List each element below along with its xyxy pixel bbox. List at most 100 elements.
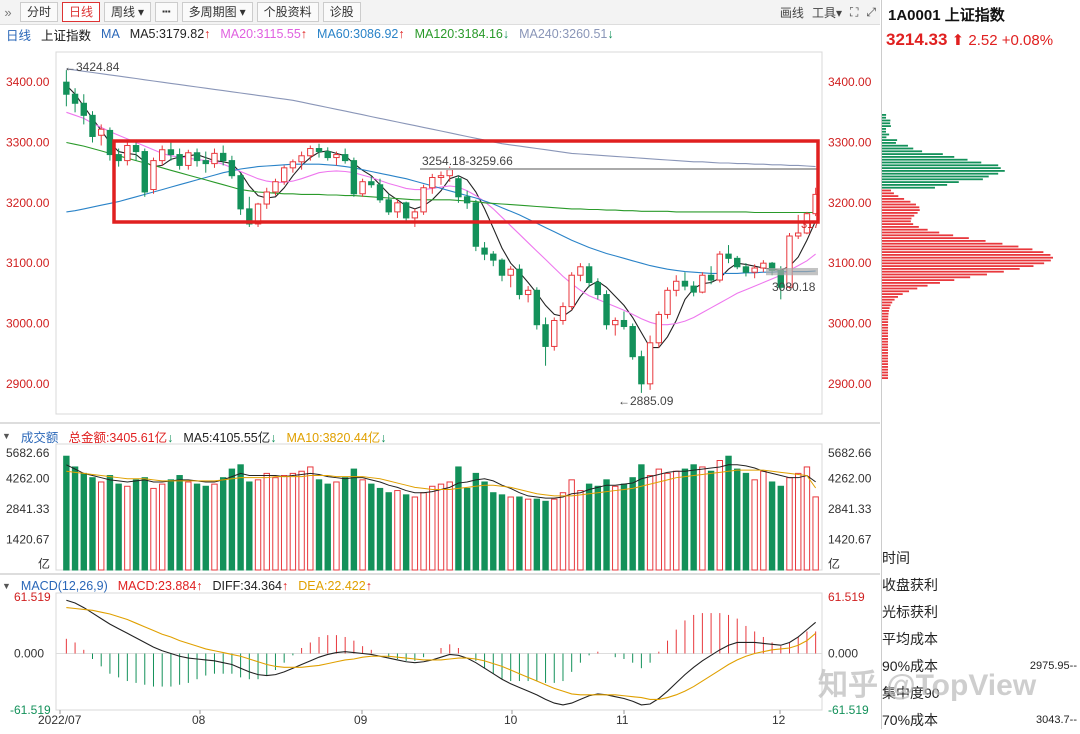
volume-bar <box>125 486 130 570</box>
volume-bar <box>116 484 121 570</box>
collapse-triangle-icon[interactable]: ▼ <box>2 581 11 591</box>
chip-bar <box>882 310 889 312</box>
volume-bar <box>717 461 722 570</box>
kline-chart[interactable]: 3400.00 3400.00 3300.00 3300.00 3200.00 3200.… <box>0 0 880 729</box>
volume-bar <box>682 469 687 570</box>
candles <box>64 70 819 393</box>
chip-bar <box>882 332 888 334</box>
fullscreen-icon[interactable]: ⛶ <box>850 5 858 20</box>
collapse-triangle-icon[interactable]: ▼ <box>2 431 11 441</box>
chip-bar <box>882 282 940 284</box>
chip-bar <box>882 220 911 222</box>
candle-body <box>552 320 557 346</box>
candle-body <box>325 152 330 158</box>
chip-bar <box>882 316 888 318</box>
candle-body <box>674 281 679 290</box>
candle-body <box>421 188 426 212</box>
candle-body <box>360 182 365 194</box>
panel-frame <box>56 52 822 414</box>
multi-period-button[interactable]: 多周期图 ▾ <box>182 2 253 22</box>
candle-body <box>543 325 548 347</box>
candle-body <box>351 161 356 194</box>
candle-body <box>281 168 286 182</box>
chip-bar <box>882 296 898 298</box>
annotations: ←3424.843254.18-3259.663080.18←2885.0931… <box>64 60 819 408</box>
candle-body <box>316 149 321 152</box>
volume-bar <box>90 478 95 570</box>
candle-body <box>308 149 313 156</box>
volume-ma5: MA5:4105.55亿↓ <box>183 427 276 446</box>
candle-body <box>177 155 182 166</box>
chip-bar <box>882 344 888 346</box>
expand-icon[interactable]: ⤢ <box>866 5 876 20</box>
candle-body <box>473 203 478 246</box>
ma5-value: MA5:3179.82↑ <box>130 27 211 41</box>
chip-bar <box>882 377 888 379</box>
chip-distribution <box>882 110 1080 410</box>
security-code: 1A0001 <box>888 7 941 24</box>
volume-bar <box>412 497 417 570</box>
ma-label[interactable]: MA <box>101 27 120 41</box>
volume-bar <box>578 491 583 570</box>
panel-frame <box>56 444 822 570</box>
price-tick-label: 2900.00 <box>6 377 50 391</box>
more-button[interactable]: ▪▪▪ <box>155 2 178 22</box>
macd-tick-label: 0.000 <box>828 647 858 661</box>
low-label: ←2885.09 <box>618 394 674 408</box>
candle-body <box>752 268 757 272</box>
chip-bar <box>882 349 888 351</box>
chip-bar <box>882 338 888 340</box>
candle-body <box>159 150 164 161</box>
up-arrow-icon: ↑ <box>301 27 307 41</box>
volume-bar <box>299 471 304 570</box>
volume-bar <box>168 480 173 570</box>
volume-bar <box>813 497 818 570</box>
chip-bar <box>882 341 888 343</box>
chip-bar <box>882 192 894 194</box>
stat-value: 3043.7-- <box>1036 707 1080 734</box>
volume-bar <box>264 473 269 570</box>
tab-weekly-select[interactable]: 周线 ▾ <box>104 2 151 22</box>
volume-bar <box>395 491 400 570</box>
ma5-text: MA5:3179.82 <box>130 27 204 41</box>
volume-bar <box>796 473 801 570</box>
candle-body <box>125 146 130 161</box>
diff-line <box>66 600 815 705</box>
security-header: 1A0001 上证指数 <box>888 4 1005 25</box>
stock-info-button[interactable]: 个股资料 <box>257 2 319 22</box>
volume-bar <box>316 480 321 570</box>
candle-body <box>81 103 86 115</box>
tab-daily[interactable]: 日线 <box>62 2 100 22</box>
last-price: 3214.33 <box>886 30 947 49</box>
date-tick-label: 10 <box>504 713 518 727</box>
volume-bar <box>482 482 487 570</box>
volume-bar <box>525 499 530 570</box>
dea-text: DEA:22.422 <box>298 579 365 593</box>
chip-bar <box>882 257 1053 259</box>
candle-body <box>334 155 339 158</box>
high-label: ←3424.84 <box>64 60 120 74</box>
volume-bar <box>769 482 774 570</box>
candle-body <box>212 153 217 163</box>
volume-bar <box>273 478 278 570</box>
diagnose-button[interactable]: 诊股 <box>323 2 361 22</box>
price-tick-label: 3400.00 <box>6 75 50 89</box>
ma-line-ma240 <box>66 69 815 167</box>
ma60-text: MA60:3086.92 <box>317 27 398 41</box>
candle-body <box>508 269 513 275</box>
volume-bar <box>743 473 748 570</box>
collapse-sidebar-icon[interactable]: » <box>0 5 16 20</box>
candle-body <box>647 343 652 384</box>
volume-bar <box>247 482 252 570</box>
candle-body <box>769 263 774 270</box>
tab-intraday[interactable]: 分时 <box>20 2 58 22</box>
chip-bar <box>882 234 953 236</box>
candle-body <box>613 320 618 324</box>
candle-body <box>630 327 635 357</box>
tools-menu[interactable]: 工具▾ <box>812 4 842 21</box>
volume-bar <box>159 484 164 570</box>
candle-body <box>595 282 600 294</box>
chip-bar <box>882 262 1044 264</box>
chip-bar <box>882 293 903 295</box>
draw-line-button[interactable]: 画线 <box>780 4 804 21</box>
